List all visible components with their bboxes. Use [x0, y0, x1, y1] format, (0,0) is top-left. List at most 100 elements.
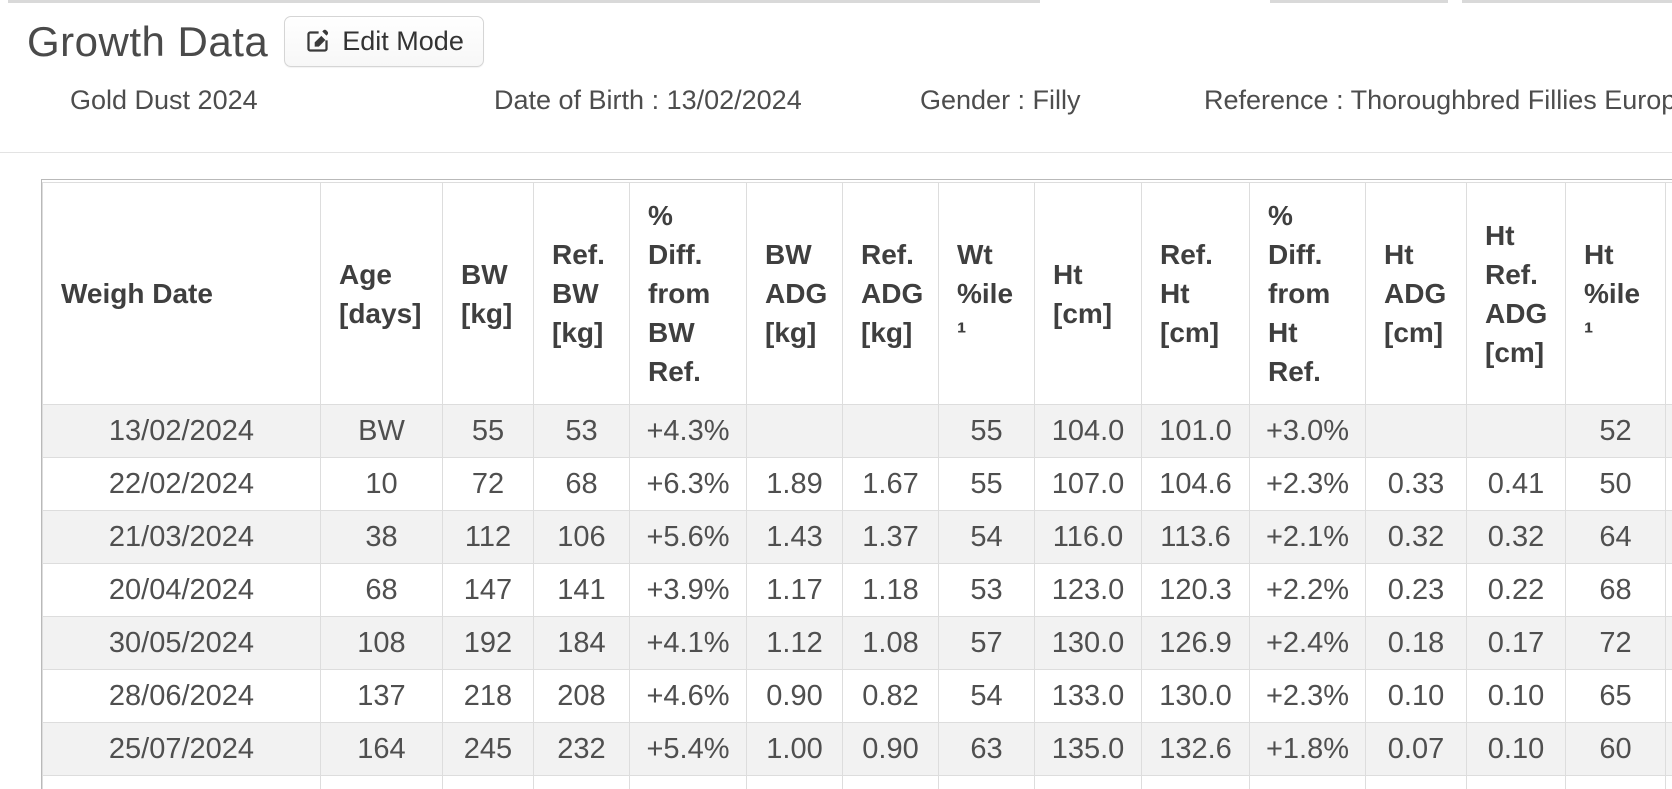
cell-ht-adg: 0.10 — [1365, 669, 1467, 723]
cell-weigh-date: 22/02/2024 — [42, 457, 321, 511]
cell-ht: 104.0 — [1034, 404, 1142, 458]
cell-ht-pctile: 50 — [1565, 457, 1666, 511]
growth-data-table: Weigh Date Age [days] BW [kg] Ref. BW [k… — [42, 182, 1672, 789]
cell-wt-pctile: 63 — [938, 722, 1035, 776]
cell-bw: 147 — [442, 563, 534, 617]
cell-wt-pctile — [938, 775, 1035, 789]
cell-ref-bw: 232 — [533, 722, 630, 776]
cell-ref-ht: 101.0 — [1141, 404, 1250, 458]
cell-weigh-date — [42, 775, 321, 789]
table-row[interactable]: 28/06/2024 137 218 208 +4.6% 0.90 0.82 5… — [42, 669, 1672, 723]
cell-pct-diff-ht: +3.0% — [1249, 404, 1366, 458]
cell-weigh-date: 25/07/2024 — [42, 722, 321, 776]
cell-ht-ref-adg — [1466, 404, 1566, 458]
growth-table-area: Weigh Date Age [days] BW [kg] Ref. BW [k… — [41, 179, 1672, 789]
edit-mode-button[interactable]: Edit Mode — [284, 16, 484, 67]
cell-ht-ref-adg: 0.22 — [1466, 563, 1566, 617]
top-border-segment — [8, 0, 1040, 3]
cell-ht: 116.0 — [1034, 510, 1142, 564]
col-header-ref-ht-cm[interactable]: Ref. Ht [cm] — [1141, 182, 1250, 405]
cell-clipped — [1665, 510, 1672, 564]
col-header-pct-diff-ht[interactable]: % Diff. from Ht Ref. — [1249, 182, 1366, 405]
cell-bw-adg — [746, 404, 843, 458]
cell-ht-pctile — [1565, 775, 1666, 789]
cell-ref-adg: 1.37 — [842, 510, 939, 564]
col-header-ht-pctile[interactable]: Ht %ile ¹ — [1565, 182, 1666, 405]
cell-weigh-date: 21/03/2024 — [42, 510, 321, 564]
cell-ht-adg: 0.18 — [1365, 616, 1467, 670]
cell-ht-ref-adg: 0.10 — [1466, 669, 1566, 723]
col-header-bw-adg-kg[interactable]: BW ADG [kg] — [746, 182, 843, 405]
cell-ht-ref-adg: 0.17 — [1466, 616, 1566, 670]
cell-ht-pctile: 72 — [1565, 616, 1666, 670]
header-divider — [0, 152, 1672, 153]
table-row[interactable]: 30/05/2024 108 192 184 +4.1% 1.12 1.08 5… — [42, 616, 1672, 670]
cell-pct-diff-bw — [629, 775, 747, 789]
cell-ref-bw: 141 — [533, 563, 630, 617]
col-header-ht-cm[interactable]: Ht [cm] — [1034, 182, 1142, 405]
table-row[interactable]: 22/02/2024 10 72 68 +6.3% 1.89 1.67 55 1… — [42, 457, 1672, 511]
col-header-age-days[interactable]: Age [days] — [320, 182, 443, 405]
cell-wt-pctile: 55 — [938, 457, 1035, 511]
cell-bw-adg: 1.89 — [746, 457, 843, 511]
cell-ref-adg: 1.67 — [842, 457, 939, 511]
col-header-weigh-date[interactable]: Weigh Date — [42, 182, 321, 405]
cell-age: 164 — [320, 722, 443, 776]
header-row: Weigh Date Age [days] BW [kg] Ref. BW [k… — [42, 182, 1672, 405]
cell-ht-adg: 0.33 — [1365, 457, 1467, 511]
cell-pct-diff-bw: +3.9% — [629, 563, 747, 617]
col-header-pct-diff-bw[interactable]: % Diff. from BW Ref. — [629, 182, 747, 405]
col-header-wt-pctile[interactable]: Wt %ile ¹ — [938, 182, 1035, 405]
col-header-clipped[interactable] — [1665, 182, 1672, 405]
col-header-ref-bw-kg[interactable]: Ref. BW [kg] — [533, 182, 630, 405]
col-header-bw-kg[interactable]: BW [kg] — [442, 182, 534, 405]
cell-ref-bw: 208 — [533, 669, 630, 723]
cell-bw-adg: 0.90 — [746, 669, 843, 723]
cell-pct-diff-ht: +2.3% — [1249, 457, 1366, 511]
cell-ref-adg — [842, 775, 939, 789]
table-row[interactable]: 25/07/2024 164 245 232 +5.4% 1.00 0.90 6… — [42, 722, 1672, 776]
cell-ht — [1034, 775, 1142, 789]
edit-pencil-square-icon — [304, 28, 331, 55]
cell-age: 68 — [320, 563, 443, 617]
col-header-ref-adg-kg[interactable]: Ref. ADG [kg] — [842, 182, 939, 405]
col-header-ht-adg-cm[interactable]: Ht ADG [cm] — [1365, 182, 1467, 405]
cell-ref-ht: 120.3 — [1141, 563, 1250, 617]
cell-pct-diff-ht: +2.3% — [1249, 669, 1366, 723]
cell-age — [320, 775, 443, 789]
cell-ref-adg — [842, 404, 939, 458]
cell-clipped — [1665, 404, 1672, 458]
cell-bw-adg: 1.12 — [746, 616, 843, 670]
cell-pct-diff-bw: +6.3% — [629, 457, 747, 511]
cell-ref-adg: 0.82 — [842, 669, 939, 723]
cell-weigh-date: 30/05/2024 — [42, 616, 321, 670]
cell-pct-diff-bw: +5.6% — [629, 510, 747, 564]
top-border-segment — [1462, 0, 1672, 3]
cell-bw: 55 — [442, 404, 534, 458]
cell-bw-adg: 1.43 — [746, 510, 843, 564]
cell-ht-pctile: 60 — [1565, 722, 1666, 776]
cell-ref-adg: 1.08 — [842, 616, 939, 670]
cell-ref-adg: 1.18 — [842, 563, 939, 617]
cell-bw-adg: 1.00 — [746, 722, 843, 776]
cell-pct-diff-ht: +2.4% — [1249, 616, 1366, 670]
edit-mode-button-label: Edit Mode — [342, 26, 464, 56]
cell-ht-ref-adg: 0.41 — [1466, 457, 1566, 511]
col-header-ht-ref-adg-cm[interactable]: Ht Ref. ADG [cm] — [1466, 182, 1566, 405]
table-row[interactable]: 21/03/2024 38 112 106 +5.6% 1.43 1.37 54… — [42, 510, 1672, 564]
cell-ref-bw: 106 — [533, 510, 630, 564]
cell-bw: 218 — [442, 669, 534, 723]
cell-bw: 112 — [442, 510, 534, 564]
table-row[interactable]: 20/04/2024 68 147 141 +3.9% 1.17 1.18 53… — [42, 563, 1672, 617]
cell-bw: 245 — [442, 722, 534, 776]
cell-pct-diff-ht: +2.2% — [1249, 563, 1366, 617]
cell-ht-pctile: 65 — [1565, 669, 1666, 723]
page-title: Growth Data — [27, 17, 269, 65]
cell-wt-pctile: 54 — [938, 510, 1035, 564]
cell-ht-pctile: 52 — [1565, 404, 1666, 458]
cell-clipped — [1665, 616, 1672, 670]
top-border-segment — [1270, 0, 1448, 3]
table-row[interactable] — [42, 775, 1672, 789]
table-row[interactable]: 13/02/2024 BW 55 53 +4.3% 55 104.0 101.0… — [42, 404, 1672, 458]
cell-ref-ht: 126.9 — [1141, 616, 1250, 670]
